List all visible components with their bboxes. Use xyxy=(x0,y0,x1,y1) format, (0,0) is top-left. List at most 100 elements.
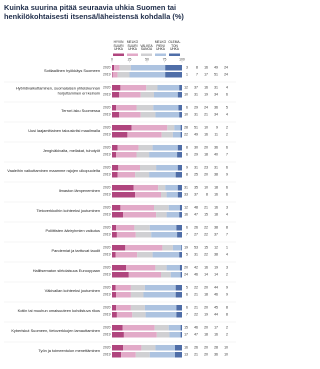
category-label: Tietoverkkoihin kohteeksi joutuminen xyxy=(36,207,100,213)
bar-segment xyxy=(112,245,126,251)
bar-segment xyxy=(169,332,181,338)
value-label: 6 xyxy=(226,93,228,97)
value-label: 47 xyxy=(194,333,198,337)
x-tick-label: 0 xyxy=(111,57,113,61)
legend-swatch xyxy=(155,53,166,56)
value-label: 24 xyxy=(184,273,188,277)
value-label: 33 xyxy=(184,193,188,197)
year-label: 2020 xyxy=(103,206,111,210)
legend-label: MELKO PIENI UHKA xyxy=(154,39,167,52)
value-label: 18 xyxy=(204,293,208,297)
value-label: 34 xyxy=(214,113,218,117)
category-label: Vaaleihin vaikuttaminen maamme rajojen u… xyxy=(7,167,100,173)
bar-segment xyxy=(123,332,157,338)
legend-swatch xyxy=(141,53,152,56)
bar-segment xyxy=(116,232,136,238)
year-label: 2020 xyxy=(103,166,111,170)
value-label: 49 xyxy=(194,133,198,137)
legend-label: OLEMA-TON UHKA xyxy=(168,39,181,52)
year-label: 2019 xyxy=(103,193,111,197)
bar-segment xyxy=(112,212,124,218)
bar-segment xyxy=(167,125,175,131)
bar-segment xyxy=(155,265,167,271)
category-label: Sotilaallinen hyökkäys Suomeen xyxy=(43,67,100,73)
value-label: 31 xyxy=(194,253,198,257)
bar-segment xyxy=(122,325,155,331)
bar-segment xyxy=(152,145,178,151)
bar-segment xyxy=(131,125,168,131)
value-label: 10 xyxy=(204,126,208,130)
value-label: 31 xyxy=(214,166,218,170)
bar-segment xyxy=(179,212,182,218)
year-label: 2020 xyxy=(103,226,111,230)
year-label: 2020 xyxy=(103,86,111,90)
bar-segment xyxy=(134,225,150,231)
value-label: 44 xyxy=(214,313,218,317)
value-label: 16 xyxy=(204,133,208,137)
year-label: 2019 xyxy=(103,293,111,297)
bar-segment xyxy=(127,132,162,138)
bar-segment xyxy=(112,132,128,138)
bar-segment xyxy=(119,92,141,98)
value-label: 2 xyxy=(226,273,228,277)
value-label: 6 xyxy=(226,193,228,197)
category-label: Hybridivaikuttaminen, suomalaisen yhteis… xyxy=(15,85,100,95)
bar-segment xyxy=(161,272,171,278)
year-label: 2019 xyxy=(103,133,111,137)
bar-segment xyxy=(116,305,131,311)
bar-segment xyxy=(149,172,176,178)
bar-segment xyxy=(128,272,161,278)
value-label: 20 xyxy=(204,306,208,310)
value-label: 22 xyxy=(194,286,198,290)
bar-segment xyxy=(120,85,147,91)
value-label: 45 xyxy=(214,306,218,310)
value-label: 10 xyxy=(224,353,228,357)
value-label: 1 xyxy=(226,246,228,250)
bar-segment xyxy=(172,132,181,138)
category-label: Terrori-isku Suomessa xyxy=(61,107,100,113)
value-label: 25 xyxy=(194,173,198,177)
value-label: 35 xyxy=(194,186,198,190)
legend-swatch xyxy=(113,53,124,56)
year-label: 2020 xyxy=(103,146,111,150)
bar-segment xyxy=(112,65,115,71)
bar-segment xyxy=(116,312,133,318)
category-label: Kyberiskut Suomeen, tietoverkkojen lamau… xyxy=(11,327,100,333)
value-label: 9 xyxy=(226,173,228,177)
bar-segment xyxy=(180,272,182,278)
year-label: 2020 xyxy=(103,106,111,110)
value-label: 6 xyxy=(186,106,188,110)
bar-segment xyxy=(112,325,123,331)
bar-segment xyxy=(151,232,178,238)
value-label: 6 xyxy=(186,153,188,157)
value-label: 6 xyxy=(226,166,228,170)
bar-segment xyxy=(177,185,182,191)
value-label: 22 xyxy=(184,133,188,137)
category-label: Poliittisten ääriryhmien vaikutus xyxy=(45,227,101,233)
bar-segment xyxy=(156,332,170,338)
bar-segment xyxy=(175,285,182,291)
bar-segment xyxy=(116,225,135,231)
value-label: 24 xyxy=(224,73,228,77)
value-label: 44 xyxy=(214,286,218,290)
bar-segment xyxy=(144,305,177,311)
value-label: 46 xyxy=(194,273,198,277)
value-label: 40 xyxy=(214,153,218,157)
value-label: 15 xyxy=(204,246,208,250)
value-label: 4 xyxy=(226,253,228,257)
bar-segment xyxy=(145,312,177,318)
year-label: 2020 xyxy=(103,346,111,350)
value-label: 12 xyxy=(214,246,218,250)
bar-segment xyxy=(177,145,182,151)
year-label: 2019 xyxy=(103,213,111,217)
year-label: 2019 xyxy=(103,313,111,317)
legend-swatch xyxy=(169,53,180,56)
value-label: 20 xyxy=(204,173,208,177)
bar-segment xyxy=(140,112,156,118)
value-label: 21 xyxy=(204,206,208,210)
value-label: 19 xyxy=(204,313,208,317)
bar-segment xyxy=(165,72,182,78)
bar-segment xyxy=(112,332,124,338)
value-label: 51 xyxy=(194,126,198,130)
